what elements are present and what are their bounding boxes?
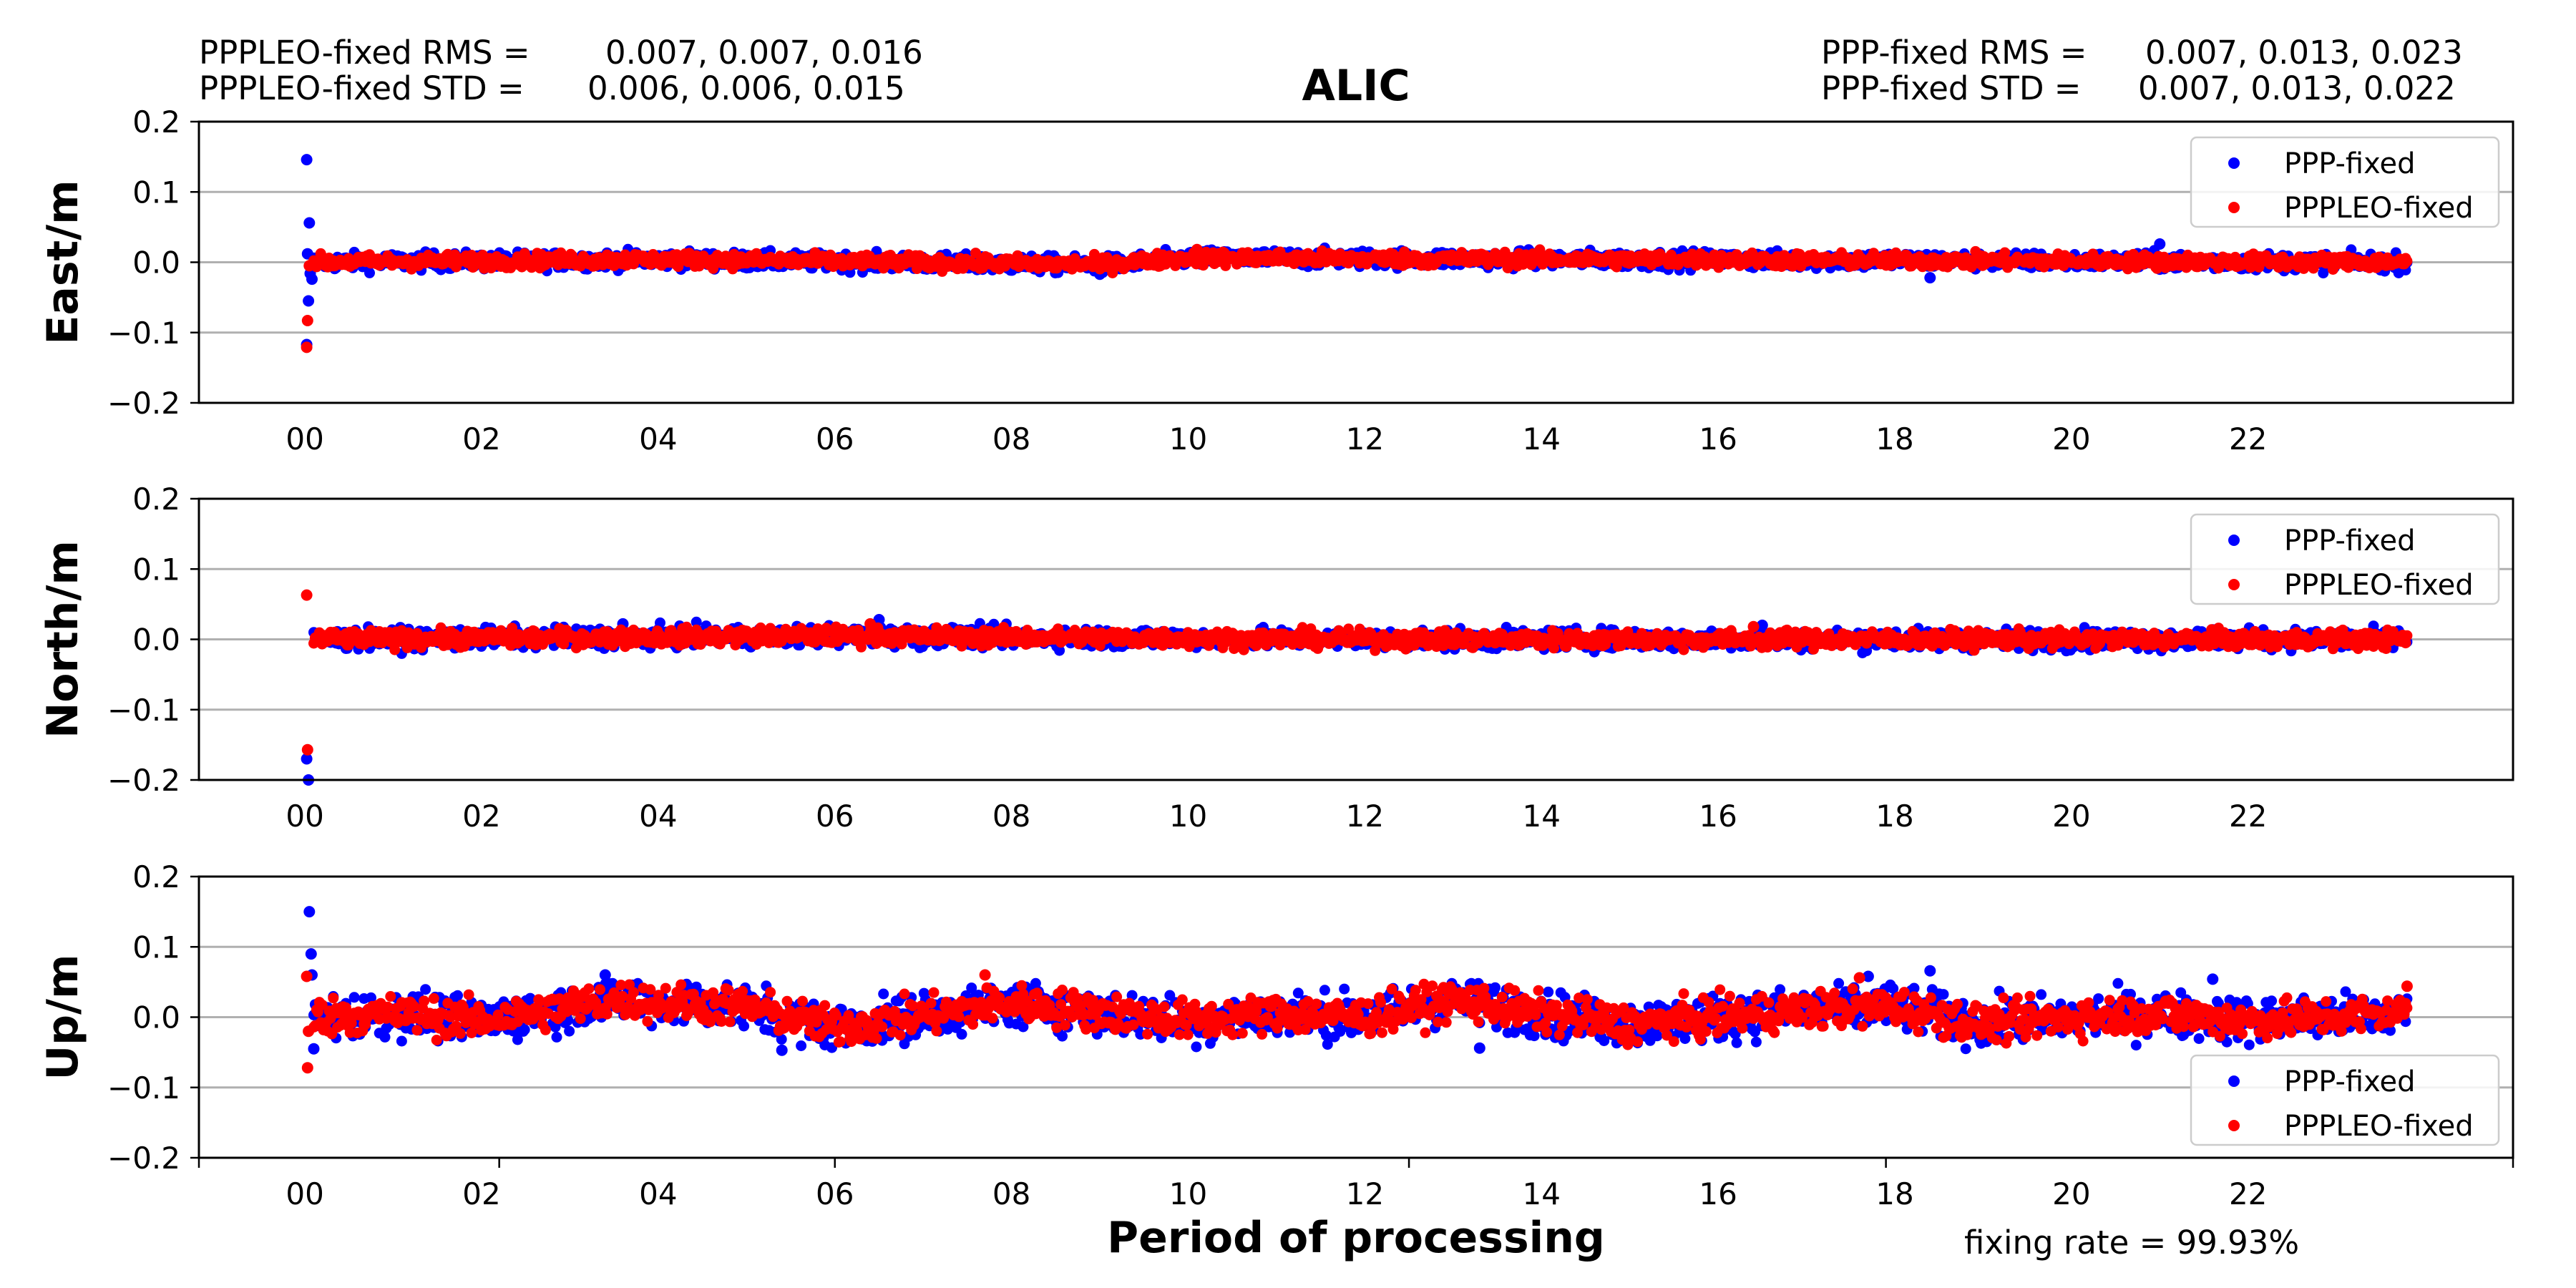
leo-rms-values: 0.007, 0.007, 0.016 — [605, 34, 923, 72]
x-tick-label: 10 — [1169, 421, 1207, 457]
y-tick-label: 0.2 — [132, 104, 180, 140]
data-point — [1191, 243, 1203, 255]
x-tick-label: 00 — [286, 421, 323, 457]
legend-label: PPP-fixed — [2284, 147, 2416, 180]
series-pppleo-fixed — [301, 589, 2413, 756]
x-tick-label: 14 — [1522, 421, 1560, 457]
data-point — [301, 341, 313, 353]
data-point — [301, 154, 313, 166]
y-tick-label: 0.2 — [132, 482, 180, 517]
data-point — [303, 217, 316, 229]
data-point — [1924, 272, 1936, 284]
y-tick-label: −0.2 — [107, 386, 180, 421]
ppp-rms-label: PPP-fixed RMS = — [1821, 34, 2087, 72]
y-tick-label: 0.0 — [132, 623, 180, 658]
legend-label: PPPLEO-fixed — [2284, 192, 2474, 225]
x-tick-label: 06 — [816, 421, 854, 457]
y-axis-label: North/m — [38, 540, 88, 738]
y-axis-label: East/m — [38, 180, 88, 344]
leo-std-values: 0.006, 0.006, 0.015 — [587, 69, 905, 107]
legend: PPP-fixed PPPLEO-fixed — [2190, 136, 2500, 228]
ppp-rms-values: 0.007, 0.013, 0.023 — [2145, 34, 2463, 72]
leo-std-label: PPPLEO-fixed STD = — [199, 69, 525, 107]
data-point — [364, 267, 375, 278]
ppp-std-label: PPP-fixed STD = — [1821, 69, 2082, 107]
leo-rms-label: PPPLEO-fixed RMS = — [199, 34, 530, 72]
series-pppleo-fixed — [301, 243, 2413, 353]
panel-east: 0.2 0.1 0.0 −0.1 −0.2 East/m 00 02 04 06 08 10 12 14 1… — [38, 104, 2514, 457]
y-tick-label: −0.1 — [107, 316, 180, 351]
x-tick-label: 02 — [462, 421, 500, 457]
data-point — [306, 273, 318, 286]
y-tick-label: 0.0 — [132, 245, 180, 280]
chart-title: ALIC — [1302, 61, 1410, 111]
data-point — [844, 267, 856, 278]
panels-group: 0.2 0.1 0.0 −0.1 −0.2 East/m 00 02 04 06 08 10 12 14 1… — [38, 104, 2514, 1211]
x-tick-label: 18 — [1875, 421, 1913, 457]
data-point — [2401, 255, 2413, 267]
legend-marker — [2228, 202, 2240, 213]
data-point — [2154, 238, 2166, 250]
legend-marker — [2228, 157, 2240, 169]
x-tick-label: 22 — [2229, 421, 2267, 457]
x-tick-label: 12 — [1346, 421, 1384, 457]
y-tick-label: −0.1 — [107, 693, 180, 728]
data-point — [303, 260, 316, 272]
y-tick-label: 0.1 — [132, 175, 180, 210]
x-tick-label: 20 — [2052, 421, 2090, 457]
ppp-std-values: 0.007, 0.013, 0.022 — [2138, 69, 2456, 107]
y-tick-label: 0.1 — [132, 552, 180, 587]
x-tick-label: 16 — [1699, 421, 1737, 457]
data-point — [303, 295, 315, 307]
x-tick-label: 08 — [992, 421, 1030, 457]
y-tick-label: −0.2 — [107, 763, 180, 798]
x-tick-label: 04 — [639, 421, 677, 457]
data-point — [301, 315, 313, 326]
